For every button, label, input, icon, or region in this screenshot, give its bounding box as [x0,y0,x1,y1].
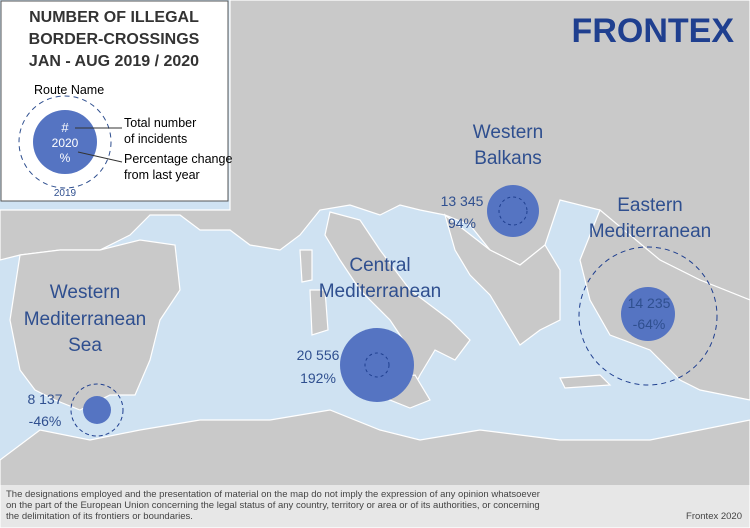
route-circle-2019 [364,352,390,378]
route-name: Western [473,122,543,143]
legend-leader [77,151,123,163]
route-circle-2019 [70,383,124,437]
route-count: 14 235 [628,295,671,311]
route-name: Central [349,255,410,276]
legend-title: BORDER-CROSSINGS [29,31,200,48]
legend-title: NUMBER OF ILLEGAL [29,9,199,26]
route-circle-2020 [340,328,414,402]
route-circle-2020 [487,185,539,237]
route-change: 94% [448,215,476,231]
disclaimer: the delimitation of its frontiers or bou… [6,511,193,522]
legend-outer-year: 2019 [54,188,77,199]
legend-text: from last year [124,168,200,182]
legend-route-name: Route Name [34,83,104,97]
disclaimer: on the part of the European Union concer… [6,500,540,511]
route-change: 192% [300,370,336,386]
legend-symbol: # [61,120,69,135]
route-circle-2020 [83,396,111,424]
credit: Frontex 2020 [686,511,742,522]
route-name: Western [50,282,120,303]
route-circle-2019 [498,196,528,226]
legend-title: JAN - AUG 2019 / 2020 [29,53,199,70]
route-count: 20 556 [297,347,340,363]
route-circle-2020 [621,287,675,341]
legend-box [0,0,229,202]
route-name: Mediterranean [319,281,442,302]
legend-inner-circle [33,110,97,174]
route-name: Sea [68,335,102,356]
disclaimer: The designations employed and the presen… [6,489,540,500]
route-change: -46% [29,413,62,429]
route-change: -64% [633,316,666,332]
route-name: Mediterranean [24,309,147,330]
route-count: 13 345 [441,193,484,209]
route-name: Mediterranean [589,221,712,242]
route-count: 8 137 [27,391,62,407]
route-circle-2019 [578,246,718,386]
legend-text: of incidents [124,132,187,146]
legend-symbol: 2020 [52,136,79,150]
legend-text: Percentage change [124,152,232,166]
legend-symbol: % [60,151,71,165]
footer-band [0,485,750,528]
route-name: Eastern [617,195,682,216]
legend-text: Total number [124,116,196,130]
legend-outer-circle [18,95,112,189]
route-name: Balkans [474,148,542,169]
logo: FRONTEX [572,12,735,50]
